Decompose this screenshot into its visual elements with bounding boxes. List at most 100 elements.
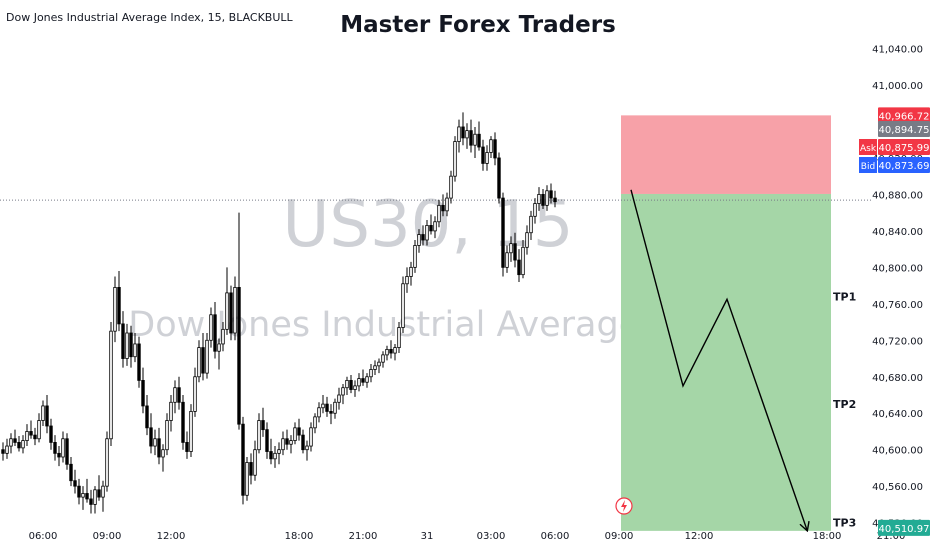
candle-body-up <box>505 252 509 268</box>
candle <box>129 325 133 368</box>
bid-tag-text: Bid <box>861 162 875 172</box>
candle <box>385 345 389 361</box>
candle <box>133 333 137 363</box>
ask-tag: Ask <box>859 139 877 155</box>
candle <box>245 456 249 501</box>
candle-body-up <box>489 139 493 153</box>
candle-body-up <box>397 327 401 348</box>
candle-body-up <box>133 343 137 358</box>
candle <box>73 469 77 494</box>
candle-body-down <box>181 401 185 443</box>
candle <box>489 136 493 158</box>
candle <box>413 240 417 273</box>
candle <box>473 126 477 158</box>
candle-body-up <box>309 427 313 447</box>
candle <box>165 413 169 456</box>
candle-body-down <box>121 323 125 359</box>
y-tick-label: 40,720.00 <box>872 336 923 347</box>
candle-body-up <box>373 365 377 370</box>
stop-loss-zone <box>621 115 831 194</box>
candle-body-up <box>473 133 477 146</box>
candle-body-up <box>409 266 413 277</box>
candle <box>21 435 25 454</box>
candle-body-up <box>433 221 437 232</box>
candle-body-down <box>469 130 473 146</box>
candle <box>277 442 281 465</box>
x-tick-label: 06:00 <box>29 531 58 542</box>
candle-body-down <box>97 489 101 498</box>
candle <box>337 387 341 410</box>
candle-body-down <box>73 480 77 487</box>
y-tick-label: 40,560.00 <box>872 482 923 493</box>
candle-body-down <box>329 411 333 414</box>
candle <box>37 413 41 443</box>
candle-body-down <box>229 292 233 334</box>
candle <box>477 121 481 151</box>
time-axis[interactable]: 06:00 09:00 12:00 18:00 21:00 31 03:00 06:00 09:… <box>29 531 906 542</box>
price-axis[interactable]: 40,520.0040,560.0040,600.0040,640.0040,6… <box>872 45 923 530</box>
candle-body-down <box>45 405 49 427</box>
entry-price-tag-value: 40,894.75 <box>879 125 930 136</box>
candle <box>433 216 437 239</box>
candle <box>317 402 321 423</box>
y-tick-label: 40,840.00 <box>872 227 923 238</box>
candle <box>441 194 445 217</box>
candle <box>465 123 469 149</box>
candle-body-down <box>549 190 553 199</box>
candle <box>401 276 405 334</box>
projection-arrow <box>630 189 807 530</box>
candle-body-down <box>129 332 133 358</box>
y-tick-label: 41,040.00 <box>872 45 923 56</box>
candle-body-up <box>341 387 345 396</box>
candle <box>549 183 553 204</box>
candle-body-down <box>1 449 5 454</box>
candle <box>85 478 89 503</box>
candle-body-up <box>173 387 177 403</box>
candle-body-down <box>185 442 189 452</box>
candle-body-down <box>201 347 205 374</box>
candle-body-down <box>145 405 149 429</box>
candle-body-up <box>41 405 45 421</box>
candle <box>521 240 525 279</box>
candle <box>501 192 505 277</box>
projection-path <box>630 189 807 530</box>
bid-price-tag: 40,873.69 <box>878 157 930 173</box>
candle-body-up <box>281 438 285 451</box>
candle <box>61 431 65 463</box>
candle-body-up <box>457 126 461 142</box>
entry-price-tag-bg <box>878 121 930 137</box>
event-marker[interactable] <box>615 497 633 515</box>
candle <box>181 394 185 450</box>
bid-price-tag-bg <box>878 157 930 173</box>
candle-body-down <box>89 498 93 505</box>
candle-body-down <box>137 343 141 381</box>
candle-body-up <box>257 420 261 451</box>
candle <box>361 369 365 386</box>
candle-body-up <box>5 445 9 454</box>
candle-body-up <box>197 347 201 378</box>
candle-body-up <box>113 287 117 332</box>
candle <box>261 407 265 437</box>
candle <box>125 323 129 366</box>
candle <box>369 364 373 383</box>
candle-body-down <box>241 423 245 496</box>
candle-body-up <box>537 194 541 204</box>
candle <box>101 480 105 512</box>
take-profit-price-tag: 40,510.97 <box>878 519 930 536</box>
candle-body-up <box>293 427 297 441</box>
candle-body-down <box>421 234 425 241</box>
candle <box>445 192 449 217</box>
candle-body-up <box>353 385 357 390</box>
candle <box>325 396 329 417</box>
candle-body-down <box>441 204 445 212</box>
candle-body-down <box>517 259 521 276</box>
candle-body-down <box>85 493 89 500</box>
candle <box>329 404 333 425</box>
level-label-tp2: TP2 <box>833 398 856 411</box>
candle-body-down <box>177 387 181 403</box>
candle <box>357 373 361 392</box>
candle <box>117 271 121 332</box>
candle-body-up <box>217 343 221 352</box>
